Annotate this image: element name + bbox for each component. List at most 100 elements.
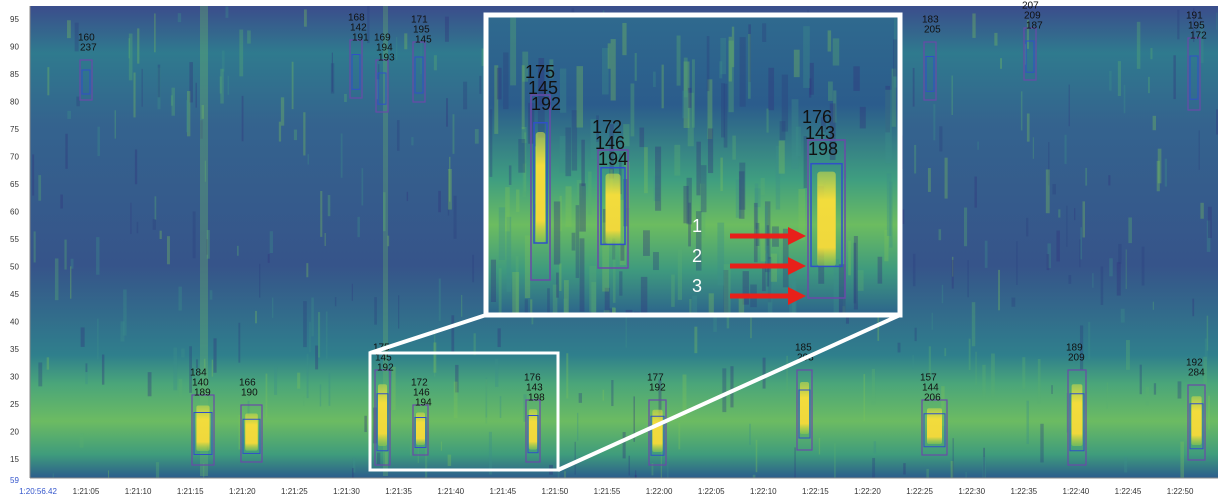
detection-box [414,417,427,448]
streak [576,179,583,199]
streak [1177,381,1182,399]
streak [1116,262,1121,296]
streak [498,268,502,315]
streak [396,120,400,151]
x-tick-label: 1:21:55 [594,487,621,496]
streak [387,235,390,247]
streak [927,168,931,192]
streak [1139,364,1142,395]
streak [489,109,493,177]
streak [76,96,80,107]
detection-label: 192 [649,383,666,394]
arrow-head [788,287,806,305]
streak [872,457,876,478]
streak [317,312,321,358]
streak [505,187,510,232]
streak [707,79,713,140]
streak [661,64,664,109]
streak [52,473,54,478]
streak [203,358,206,370]
streak [1058,209,1061,218]
streak [728,40,734,113]
streak [522,163,527,198]
streak [508,165,512,185]
streak [278,121,282,142]
streak [157,64,161,98]
detection-label: 146 [595,133,625,153]
streak [984,240,988,268]
arrow-head [788,257,806,275]
streak [409,436,412,456]
streak [889,181,893,248]
streak [602,222,610,292]
streak [688,202,691,247]
detection-label: 192 [377,363,394,374]
streak [499,396,502,418]
streak [750,316,752,339]
signal [196,405,210,451]
y-tick-label: 60 [10,208,19,217]
streak [1056,230,1060,262]
signal [378,384,387,446]
streak [259,263,261,298]
streak [303,396,305,406]
streak [559,263,562,292]
detection-label: 157 [920,373,937,384]
streak [406,191,409,202]
x-tick-label: 1:22:10 [750,487,777,496]
streak [775,145,781,210]
streak [893,18,897,88]
streak [265,373,268,418]
streak [225,6,229,18]
detection-label: 194 [376,43,393,54]
streak [760,177,765,196]
streak [195,359,199,369]
streak [201,105,205,119]
streak [297,372,301,389]
streak [444,16,449,42]
streak [723,264,731,315]
streak [1032,137,1034,159]
detection-label: 143 [805,123,835,143]
detection-label: 194 [415,398,432,409]
streak [1173,55,1176,100]
streak [291,61,294,110]
x-tick-label: 1:22:00 [646,487,673,496]
streak [331,52,333,92]
detection-label: 143 [526,383,543,394]
streak [635,470,637,478]
streak [220,68,224,104]
streak [601,48,609,95]
streak [453,195,457,239]
streak [941,386,945,426]
detection-label: 176 [802,107,832,127]
x-tick-label: 1:22:40 [1063,487,1090,496]
streak [1080,227,1083,260]
streak [178,378,183,398]
detection-label: 205 [924,25,941,36]
streak [622,432,626,459]
streak [972,13,976,38]
streak [80,327,85,347]
streak [96,237,100,275]
streak [766,108,769,133]
streak [951,259,954,289]
streak [833,259,839,315]
streak [612,238,616,260]
detection-label: 192 [1186,358,1203,369]
streak [559,195,562,232]
streak [612,307,616,315]
signal [416,412,425,445]
streak [108,470,110,478]
x-tick-label: 1:22:25 [906,487,933,496]
streak [1064,134,1067,164]
streak [828,81,833,101]
streak [204,160,207,182]
streak [726,316,730,329]
streak [877,301,880,341]
streak [195,82,197,108]
streak [602,389,605,401]
streak [1125,249,1127,289]
streak [303,301,307,348]
streak [70,258,74,269]
